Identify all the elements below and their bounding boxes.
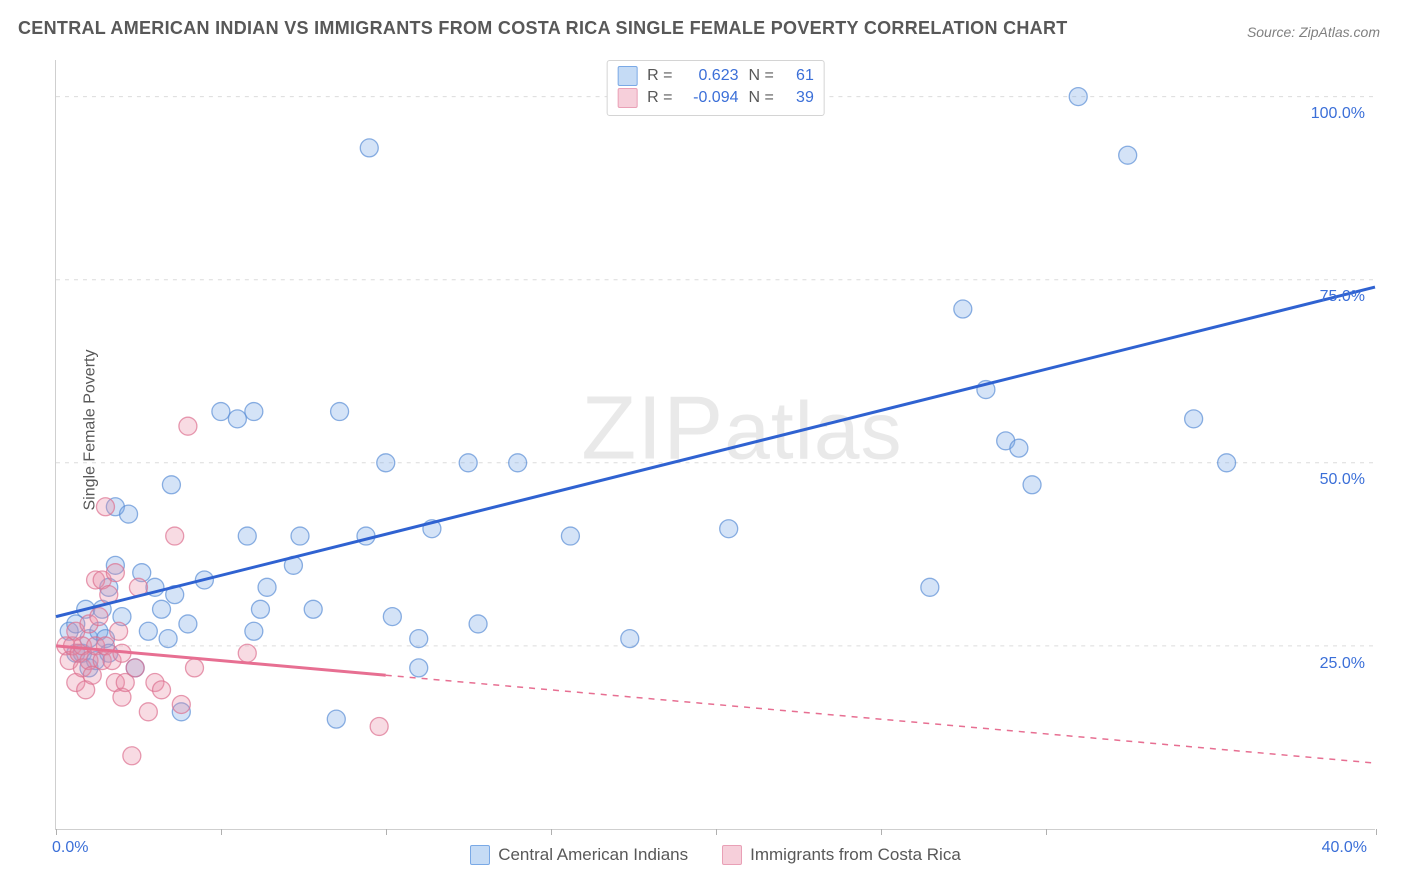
data-point [1218,454,1236,472]
x-tick-mark [716,829,717,835]
stat-legend-row: R = -0.094 N = 39 [617,87,814,109]
r-value: 0.623 [683,67,739,85]
stat-legend-row: R = 0.623 N = 61 [617,65,814,87]
data-point [96,498,114,516]
data-point [383,608,401,626]
data-point [245,403,263,421]
source-attribution: Source: ZipAtlas.com [1247,24,1380,40]
trend-line-extrapolated [386,675,1375,763]
x-tick-mark [551,829,552,835]
legend-swatch [617,66,637,86]
r-label: R = [647,67,672,85]
data-point [331,403,349,421]
data-point [106,564,124,582]
data-point [159,630,177,648]
data-point [304,600,322,618]
n-label: N = [749,67,774,85]
data-point [258,578,276,596]
data-point [139,622,157,640]
data-point [954,300,972,318]
data-point [720,520,738,538]
data-point [153,681,171,699]
data-point [1185,410,1203,428]
chart-title: CENTRAL AMERICAN INDIAN VS IMMIGRANTS FR… [18,18,1068,39]
data-point [123,747,141,765]
data-point [410,630,428,648]
series-legend-item: Central American Indians [470,845,688,865]
n-value: 39 [784,89,814,107]
y-tick-label: 50.0% [1320,471,1365,489]
plot-area: ZIPatlas R =0.623N =61R =-0.094N =39 Cen… [55,60,1375,830]
series-legend-label: Central American Indians [498,845,688,865]
data-point [90,608,108,626]
data-point [126,659,144,677]
data-point [238,527,256,545]
data-point [179,417,197,435]
n-label: N = [749,89,774,107]
data-point [509,454,527,472]
data-point [370,717,388,735]
data-point [377,454,395,472]
data-point [153,600,171,618]
legend-swatch [617,88,637,108]
data-point [238,644,256,662]
data-point [245,622,263,640]
x-tick-mark [881,829,882,835]
data-point [186,659,204,677]
data-point [162,476,180,494]
r-label: R = [647,89,672,107]
x-tick-mark [56,829,57,835]
data-point [139,703,157,721]
series-legend-item: Immigrants from Costa Rica [722,845,961,865]
x-tick-mark [386,829,387,835]
data-point [360,139,378,157]
data-point [172,696,190,714]
x-tick-label: 40.0% [1322,839,1367,857]
legend-swatch [722,845,742,865]
data-point [228,410,246,428]
data-point [469,615,487,633]
series-legend-label: Immigrants from Costa Rica [750,845,961,865]
data-point [110,622,128,640]
y-tick-label: 75.0% [1320,288,1365,306]
data-point [1119,146,1137,164]
data-point [120,505,138,523]
x-tick-mark [221,829,222,835]
x-tick-mark [1376,829,1377,835]
data-point [621,630,639,648]
y-tick-label: 25.0% [1320,655,1365,673]
x-tick-label: 0.0% [52,839,88,857]
x-tick-mark [1046,829,1047,835]
y-tick-label: 100.0% [1311,105,1365,123]
data-point [327,710,345,728]
r-value: -0.094 [683,89,739,107]
data-point [1010,439,1028,457]
data-point [561,527,579,545]
series-legend: Central American Indians Immigrants from … [56,845,1375,865]
legend-swatch [470,845,490,865]
data-point [921,578,939,596]
data-point [410,659,428,677]
stats-legend: R = 0.623 N = 61 R = -0.094 N = 39 [606,60,825,116]
data-point [166,527,184,545]
scatter-svg [56,60,1375,829]
n-value: 61 [784,67,814,85]
data-point [1069,88,1087,106]
data-point [212,403,230,421]
data-point [179,615,197,633]
trend-line [56,287,1375,617]
data-point [291,527,309,545]
data-point [251,600,269,618]
data-point [1023,476,1041,494]
data-point [459,454,477,472]
